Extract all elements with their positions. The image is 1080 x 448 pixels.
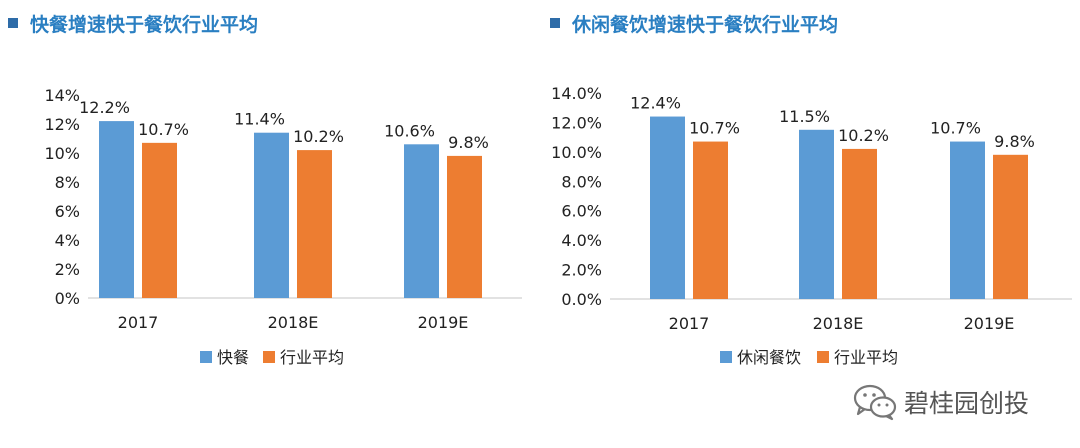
legend-swatch xyxy=(263,351,275,363)
data-label: 12.4% xyxy=(630,94,681,113)
chart-panel-fast-food: 快餐增速快于餐饮行业平均 0% 2% 4% 6% 8% 10% 12% 14% 12.2% 10.… xyxy=(8,9,522,367)
data-label: 9.8% xyxy=(994,132,1035,151)
y-tick-label: 4.0% xyxy=(561,231,602,250)
bar xyxy=(99,121,134,298)
legend-label: 快餐 xyxy=(217,348,249,367)
y-tick-label: 8.0% xyxy=(561,172,602,191)
bar xyxy=(650,116,685,300)
chart-title: 休闲餐饮增速快于餐饮行业平均 xyxy=(572,13,839,36)
y-tick-label: 14.0% xyxy=(551,84,602,103)
y-tick-label: 6% xyxy=(55,202,80,221)
legend-label: 行业平均 xyxy=(834,348,898,367)
bar xyxy=(993,154,1028,299)
y-tick-label: 14% xyxy=(44,86,80,105)
title-marker-square xyxy=(8,18,18,28)
bar xyxy=(950,141,985,299)
bar xyxy=(842,148,877,299)
y-tick-label: 12.0% xyxy=(551,113,602,132)
data-label: 10.6% xyxy=(384,121,435,140)
legend-swatch xyxy=(200,351,212,363)
y-tick-label: 4% xyxy=(55,231,80,250)
bar xyxy=(799,129,834,299)
y-tick-label: 0% xyxy=(55,289,80,308)
legend-label: 休闲餐饮 xyxy=(737,348,801,367)
bar xyxy=(404,144,439,298)
x-tick-label: 2018E xyxy=(268,313,319,332)
y-tick-label: 10.0% xyxy=(551,143,602,162)
y-tick-label: 2.0% xyxy=(561,261,602,280)
watermark: 碧桂园创投 xyxy=(852,382,1029,422)
bar xyxy=(254,132,289,298)
x-tick-label: 2017 xyxy=(118,313,159,332)
data-label: 10.2% xyxy=(838,126,889,145)
wechat-icon xyxy=(853,384,897,421)
title-marker-square xyxy=(550,18,560,28)
legend-label: 行业平均 xyxy=(280,348,344,367)
bar-chart-casual-dining: 0.0% 2.0% 4.0% 6.0% 8.0% 10.0% 12.0% 14.0% 12.4%… xyxy=(551,84,1072,367)
y-tick-label: 8% xyxy=(55,173,80,192)
chart-title-row: 快餐增速快于餐饮行业平均 xyxy=(8,9,258,37)
data-label: 10.2% xyxy=(293,127,344,146)
data-label: 10.7% xyxy=(930,119,981,138)
watermark-text: 碧桂园创投 xyxy=(904,389,1030,418)
bar xyxy=(693,141,728,299)
data-label: 11.4% xyxy=(234,110,285,129)
data-label: 9.8% xyxy=(448,133,489,152)
chart-title: 快餐增速快于餐饮行业平均 xyxy=(30,13,259,36)
chart-panel-casual-dining: 休闲餐饮增速快于餐饮行业平均 0.0% 2.0% 4.0% 6.0% 8.0% 10.0%… xyxy=(540,0,1080,448)
data-label: 10.7% xyxy=(689,119,740,138)
data-label: 11.5% xyxy=(779,107,830,126)
y-tick-label: 0.0% xyxy=(561,290,602,309)
x-tick-label: 2017 xyxy=(669,314,710,333)
bar xyxy=(447,155,482,298)
bar-chart-fast-food: 0% 2% 4% 6% 8% 10% 12% 14%12.2% 10.7% 2017 11.4% 10… xyxy=(44,86,522,367)
data-label: 10.7% xyxy=(138,120,189,139)
y-tick-label: 6.0% xyxy=(561,202,602,221)
legend-swatch xyxy=(720,351,732,363)
y-tick-label: 10% xyxy=(44,144,80,163)
y-tick-label: 12% xyxy=(44,115,80,134)
chart-title-row: 休闲餐饮增速快于餐饮行业平均 xyxy=(550,9,838,37)
data-label: 12.2% xyxy=(79,98,130,117)
bar xyxy=(297,150,332,298)
x-tick-label: 2019E xyxy=(418,313,469,332)
y-tick-label: 2% xyxy=(55,260,80,279)
x-tick-label: 2019E xyxy=(964,314,1015,333)
bar xyxy=(142,142,177,298)
x-tick-label: 2018E xyxy=(813,314,864,333)
legend-swatch xyxy=(817,351,829,363)
